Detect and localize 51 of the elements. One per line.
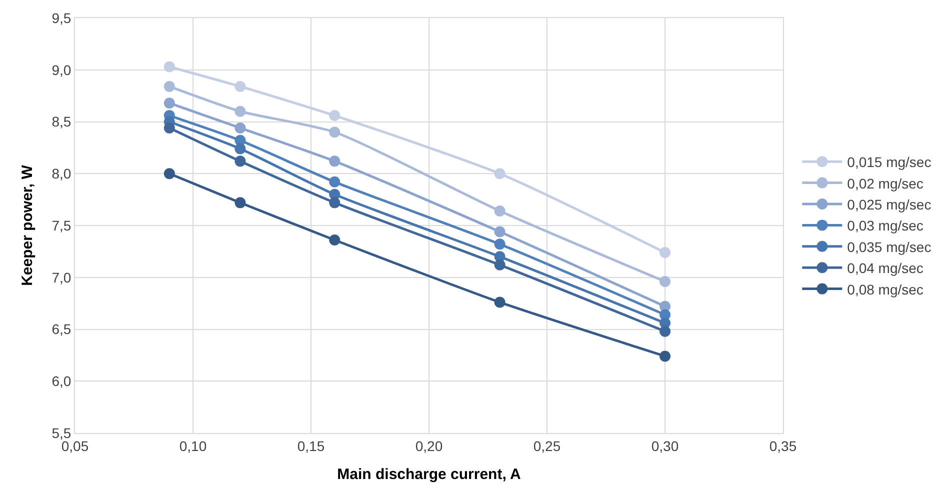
point bbox=[660, 326, 670, 337]
point bbox=[660, 276, 670, 288]
point bbox=[329, 110, 340, 122]
point bbox=[329, 156, 340, 167]
legend-label: 0,015 mg/sec bbox=[847, 154, 932, 170]
point bbox=[329, 126, 340, 138]
point bbox=[234, 106, 246, 117]
legend-label: 0,02 mg/sec bbox=[847, 175, 924, 192]
legend-label: 0,03 mg/sec bbox=[847, 218, 924, 234]
point bbox=[494, 226, 506, 238]
x-tick-label: 0,20 bbox=[415, 438, 443, 454]
y-tick-label: 7,5 bbox=[52, 217, 72, 234]
point bbox=[164, 122, 175, 134]
point bbox=[329, 234, 340, 246]
point bbox=[494, 238, 506, 250]
point bbox=[329, 176, 340, 188]
point bbox=[234, 143, 246, 154]
legend-label: 0,04 mg/sec bbox=[847, 260, 924, 276]
x-tick-label: 0,15 bbox=[297, 438, 325, 454]
legend-label: 0,08 mg/sec bbox=[847, 281, 924, 298]
y-tick-label: 8,5 bbox=[52, 114, 72, 130]
y-tick-label: 5,5 bbox=[52, 424, 72, 441]
point bbox=[234, 156, 246, 167]
y-axis-title: Keeper power, W bbox=[18, 164, 36, 286]
point bbox=[494, 259, 506, 270]
x-axis-title: Main discharge current, A bbox=[337, 466, 521, 483]
y-tick-label: 9,0 bbox=[52, 62, 72, 78]
point bbox=[494, 296, 506, 308]
x-tick-label: 0,30 bbox=[651, 438, 679, 454]
point bbox=[660, 350, 670, 362]
point bbox=[660, 246, 670, 258]
point bbox=[164, 80, 175, 92]
y-tick-label: 8,0 bbox=[52, 166, 72, 182]
y-tick-label: 9,5 bbox=[52, 10, 72, 26]
legend-label: 0,025 mg/sec bbox=[847, 196, 932, 212]
legend-label: 0,035 mg/sec bbox=[847, 238, 932, 255]
x-tick-label: 0,10 bbox=[179, 438, 207, 454]
point bbox=[234, 197, 246, 208]
y-tick-label: 6,0 bbox=[52, 373, 72, 390]
point bbox=[494, 168, 506, 180]
point bbox=[164, 61, 175, 72]
point bbox=[234, 80, 246, 92]
y-tick-label: 7,0 bbox=[52, 269, 72, 286]
point bbox=[234, 122, 246, 134]
point bbox=[329, 197, 340, 208]
x-tick-label: 0,35 bbox=[769, 438, 797, 454]
point bbox=[494, 205, 506, 216]
point bbox=[164, 98, 175, 109]
y-tick-label: 6,5 bbox=[52, 321, 72, 338]
point bbox=[164, 168, 175, 180]
x-tick-label: 0,25 bbox=[533, 438, 561, 454]
